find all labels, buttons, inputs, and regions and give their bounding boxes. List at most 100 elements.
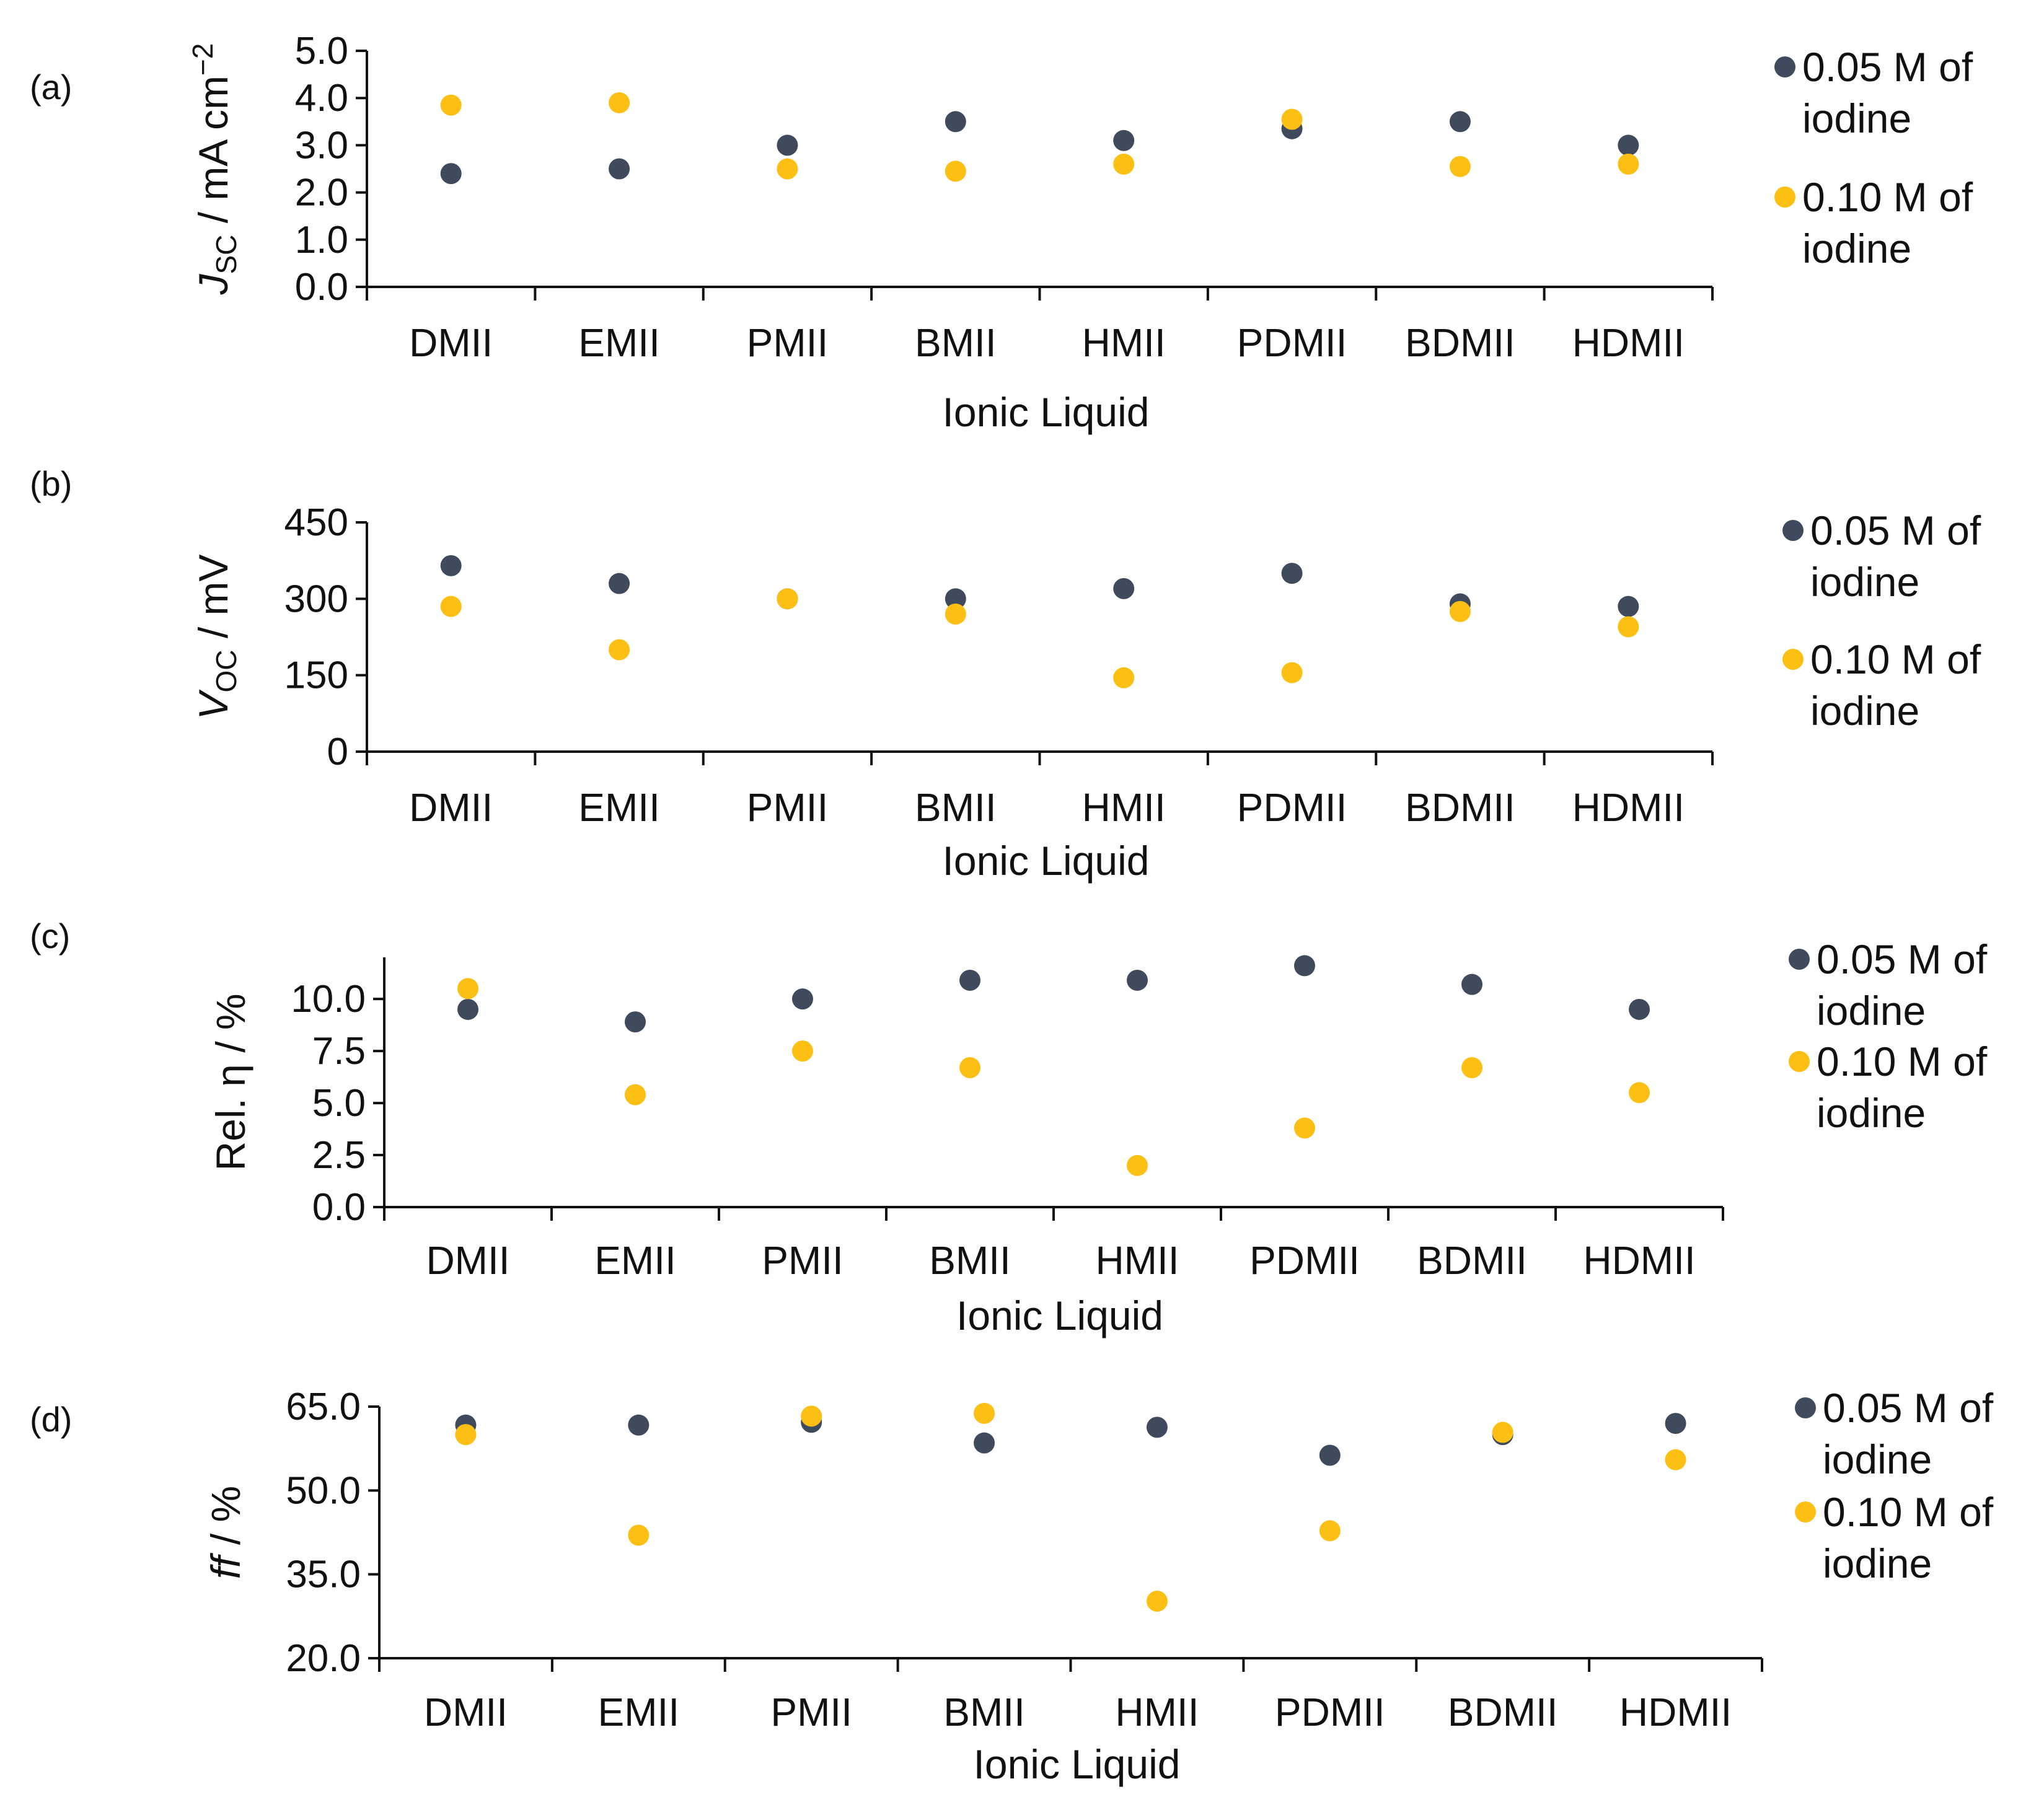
data-point bbox=[628, 1414, 650, 1436]
x-category-label: PDMII bbox=[1275, 1690, 1385, 1734]
legend-marker bbox=[1782, 649, 1804, 670]
legend-marker bbox=[1789, 949, 1810, 970]
y-tick-label: 20.0 bbox=[286, 1637, 361, 1680]
data-point bbox=[792, 988, 813, 1010]
legend-label: iodine bbox=[1810, 688, 1919, 734]
data-point bbox=[1113, 130, 1135, 151]
legend-label: 0.05 M of bbox=[1802, 44, 1973, 90]
data-point bbox=[625, 1084, 646, 1105]
y-tick-label: 2.5 bbox=[312, 1134, 366, 1177]
y-axis-title-sub: OC bbox=[210, 649, 242, 692]
y-tick-label: 150 bbox=[284, 654, 348, 697]
y-axis-title: VOC / mV bbox=[190, 554, 242, 719]
data-point bbox=[1449, 600, 1471, 622]
data-point bbox=[1281, 563, 1303, 584]
y-tick-label: 0 bbox=[327, 731, 348, 773]
x-category-label: BDMII bbox=[1417, 1238, 1527, 1283]
data-point bbox=[1319, 1520, 1341, 1542]
data-point bbox=[1146, 1417, 1168, 1438]
data-point bbox=[1449, 156, 1471, 177]
x-category-label: PDMII bbox=[1237, 320, 1347, 365]
x-category-label: HMII bbox=[1115, 1690, 1199, 1734]
panel-label: (a) bbox=[30, 68, 72, 107]
x-category-label: BDMII bbox=[1405, 785, 1515, 830]
legend-label: 0.05 M of bbox=[1810, 507, 1981, 553]
x-category-label: EMII bbox=[578, 785, 660, 830]
y-axis-title-unit: / % bbox=[203, 1486, 249, 1557]
legend-entry-series-005M: 0.05 M of iodine bbox=[1774, 44, 1973, 141]
x-axis-title: Ionic Liquid bbox=[943, 838, 1150, 884]
legend-marker bbox=[1795, 1397, 1816, 1418]
series-010M-points bbox=[455, 1402, 1686, 1612]
legend-entry-series-005M: 0.05 M of iodine bbox=[1789, 936, 1988, 1034]
data-point bbox=[777, 588, 798, 610]
y-tick-label: 7.5 bbox=[312, 1030, 366, 1073]
series-010M-points bbox=[457, 978, 1650, 1176]
x-category-label: EMII bbox=[578, 320, 660, 365]
chart-panel-2: (b) 0 150 300 450 DMII EMII PMII BMII HMII PDMII BD… bbox=[30, 464, 1981, 884]
y-tick-label: 450 bbox=[284, 501, 348, 544]
data-point bbox=[1281, 662, 1303, 683]
data-point bbox=[1665, 1449, 1686, 1470]
data-point bbox=[1281, 108, 1303, 130]
legend-label: iodine bbox=[1802, 95, 1911, 141]
legend-marker bbox=[1789, 1051, 1810, 1072]
chart-panel-3: (c) 0.0 2.5 5.0 7.5 10.0 DMII EMII PMII BMII HMII P… bbox=[30, 916, 1988, 1338]
data-point bbox=[609, 573, 630, 594]
data-point bbox=[1665, 1413, 1686, 1435]
x-category-label: HDMII bbox=[1619, 1690, 1732, 1734]
chart-panel-1: (a) 0.0 1.0 2.0 3.04.0 5.0 DMII EMII PMII BMII HMI… bbox=[30, 30, 1973, 435]
x-category-label: PMII bbox=[762, 1238, 844, 1283]
legend-marker bbox=[1782, 520, 1804, 541]
x-category-label: PMII bbox=[770, 1690, 852, 1734]
y-axis-title-unit: / mV bbox=[190, 554, 236, 649]
legend-entry-series-010M: 0.10 M of iodine bbox=[1774, 174, 1973, 271]
y-tick-label: 5.0 bbox=[312, 1082, 366, 1125]
data-point bbox=[609, 92, 630, 113]
x-category-label: BDMII bbox=[1448, 1690, 1558, 1734]
data-point bbox=[945, 111, 966, 133]
legend-label: iodine bbox=[1802, 226, 1911, 271]
x-category-label: DMII bbox=[424, 1690, 508, 1734]
y-tick-label: 50.0 bbox=[286, 1469, 361, 1512]
y-tick-label: 65.0 bbox=[286, 1386, 361, 1428]
x-category-label: HDMII bbox=[1572, 320, 1685, 365]
y-axis-title-main: ff bbox=[203, 1552, 249, 1579]
data-point bbox=[777, 134, 798, 156]
y-tick-label: 1.0 bbox=[295, 219, 348, 261]
x-category-label: HMII bbox=[1082, 785, 1166, 830]
data-point bbox=[457, 978, 478, 1000]
panel-label: (d) bbox=[30, 1400, 72, 1439]
legend-label: 0.05 M of bbox=[1817, 936, 1988, 982]
data-point bbox=[945, 604, 966, 625]
y-tick-label: 0.0 bbox=[295, 266, 348, 309]
x-axis-title: Ionic Liquid bbox=[943, 389, 1150, 435]
y-axis-title-sup: −2 bbox=[187, 43, 219, 75]
y-axis-title-unit: / mA cm bbox=[190, 76, 236, 235]
chart-panel-4: (d) 20.0 35.0 50.0 65.0 DMII EMII PMII BMII HMII P… bbox=[30, 1385, 1994, 1787]
data-point bbox=[1618, 595, 1639, 617]
data-point bbox=[628, 1524, 650, 1546]
data-point bbox=[974, 1432, 995, 1454]
data-point bbox=[1629, 1082, 1650, 1104]
data-point bbox=[959, 969, 980, 991]
x-category-label: EMII bbox=[598, 1690, 680, 1734]
legend-label: iodine bbox=[1817, 988, 1926, 1034]
y-axis-title-main: Rel. η / % bbox=[208, 993, 253, 1171]
series-010M-points bbox=[440, 588, 1639, 688]
y-tick-label: 5.0 bbox=[295, 30, 348, 72]
panel-label: (c) bbox=[30, 916, 70, 956]
legend-label: 0.10 M of bbox=[1817, 1039, 1988, 1084]
legend-label: 0.10 M of bbox=[1823, 1489, 1994, 1535]
data-point bbox=[1461, 1057, 1482, 1078]
data-point bbox=[440, 163, 462, 185]
y-tick-label: 300 bbox=[284, 578, 348, 620]
data-point bbox=[792, 1040, 813, 1062]
data-point bbox=[1113, 667, 1135, 688]
y-axis-title-main: J bbox=[190, 274, 236, 296]
x-axis-title: Ionic Liquid bbox=[956, 1293, 1163, 1338]
y-tick-label: 0.0 bbox=[312, 1186, 366, 1229]
x-category-label: EMII bbox=[594, 1238, 676, 1283]
data-point bbox=[777, 158, 798, 180]
data-point bbox=[1127, 1154, 1148, 1176]
